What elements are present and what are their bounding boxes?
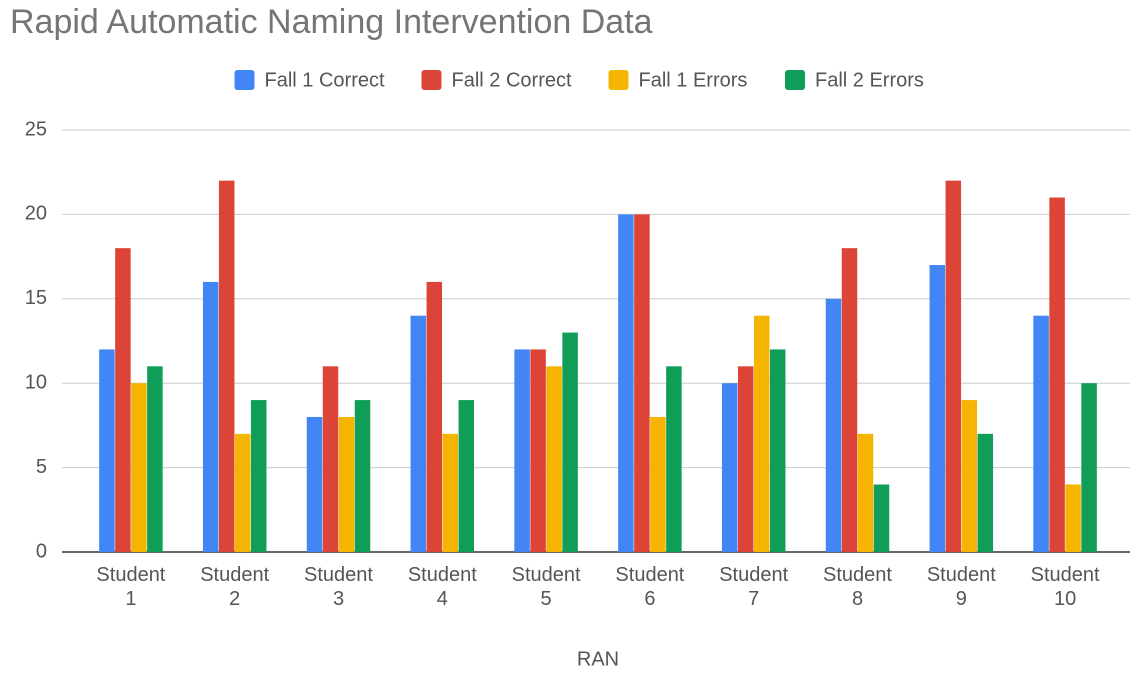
x-tick-label: Student 2 xyxy=(200,564,269,610)
x-tick-label: Student 4 xyxy=(408,564,477,610)
bar xyxy=(666,366,682,552)
y-tick-label: 5 xyxy=(36,456,47,478)
x-tick-label: Student 5 xyxy=(512,564,581,610)
bar xyxy=(1065,484,1081,552)
legend-swatch xyxy=(608,70,629,90)
x-tick-label: Student 10 xyxy=(1031,564,1100,610)
bar xyxy=(650,416,666,552)
y-tick-label: 10 xyxy=(25,371,47,393)
bar xyxy=(753,315,770,552)
bar xyxy=(131,383,147,552)
bar xyxy=(99,349,115,552)
bar xyxy=(873,484,890,552)
bar xyxy=(410,315,427,552)
y-tick-label: 20 xyxy=(25,203,47,225)
x-tick-label: Student 6 xyxy=(615,564,684,610)
bar xyxy=(530,349,546,552)
x-tick-label: Student 8 xyxy=(823,564,892,610)
bar xyxy=(218,180,235,552)
x-tick-label: Student 7 xyxy=(719,564,788,610)
bar xyxy=(945,180,962,552)
bar xyxy=(737,366,754,552)
bar xyxy=(1049,197,1065,552)
bar xyxy=(841,248,858,552)
bar xyxy=(721,383,738,552)
bar xyxy=(961,400,978,552)
x-tick-label: Student 3 xyxy=(304,564,373,610)
bar xyxy=(202,281,219,552)
y-tick-label: 25 xyxy=(25,118,47,140)
y-tick-label: 15 xyxy=(25,287,47,309)
x-tick-label: Student 1 xyxy=(96,564,165,610)
bar xyxy=(769,349,786,552)
bar xyxy=(929,265,946,552)
bar xyxy=(857,433,874,552)
chart-title: Rapid Automatic Naming Intervention Data xyxy=(10,3,653,41)
bar xyxy=(306,416,323,552)
bar xyxy=(354,400,371,552)
bar xyxy=(825,298,842,552)
legend-label: Fall 1 Errors xyxy=(639,69,748,91)
bar xyxy=(562,332,578,552)
bar xyxy=(250,400,267,552)
bar xyxy=(147,366,163,552)
bar xyxy=(977,433,994,552)
bar xyxy=(338,416,355,552)
legend-label: Fall 1 Correct xyxy=(265,69,385,91)
bar xyxy=(514,349,530,552)
bar xyxy=(1033,315,1049,552)
legend-label: Fall 2 Correct xyxy=(452,69,572,91)
legend-swatch xyxy=(234,70,255,90)
bar xyxy=(1081,383,1097,552)
bar xyxy=(618,214,634,552)
legend-label: Fall 2 Errors xyxy=(815,69,924,91)
bar xyxy=(234,433,251,552)
bar xyxy=(426,281,443,552)
x-tick-label: Student 9 xyxy=(927,564,996,610)
bar xyxy=(442,433,459,552)
bar xyxy=(458,400,475,552)
y-tick-label: 0 xyxy=(36,540,47,562)
legend-swatch xyxy=(785,70,805,90)
bar xyxy=(115,248,131,552)
bar xyxy=(546,366,562,552)
bar xyxy=(322,366,339,552)
legend-swatch xyxy=(421,70,442,90)
bar xyxy=(634,214,650,552)
x-axis-title: RAN xyxy=(577,648,619,670)
